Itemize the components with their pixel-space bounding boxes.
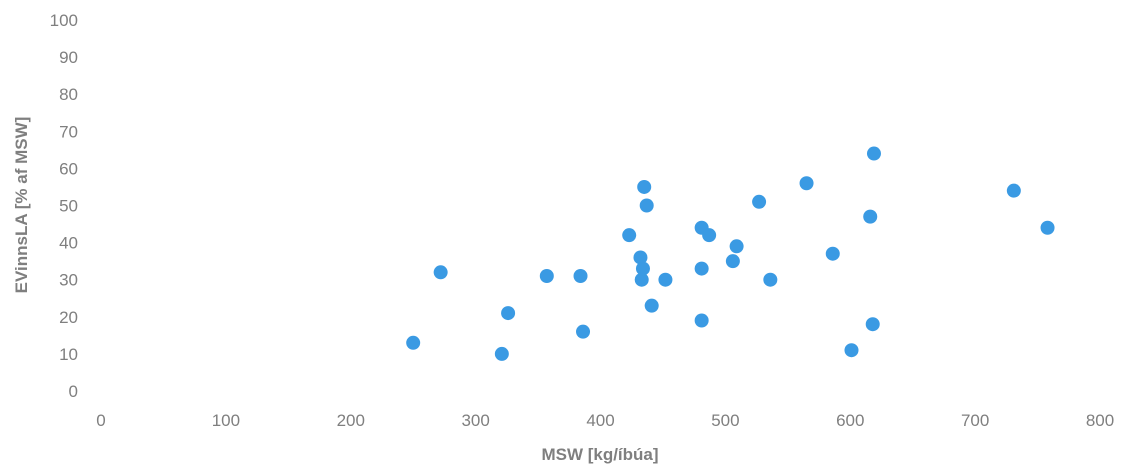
data-point xyxy=(865,317,880,332)
data-point xyxy=(406,335,421,350)
y-axis-title: EVinnsLA [% af MSW] xyxy=(12,117,31,294)
data-point xyxy=(702,228,717,243)
y-tick-label: 50 xyxy=(59,197,78,216)
x-tick-label: 400 xyxy=(586,411,614,430)
data-point xyxy=(1006,183,1021,198)
data-point xyxy=(752,194,767,209)
data-point xyxy=(633,250,648,265)
data-point xyxy=(433,265,448,280)
y-tick-label: 30 xyxy=(59,271,78,290)
y-tick-label: 70 xyxy=(59,122,78,141)
data-point xyxy=(637,179,652,194)
x-tick-label: 700 xyxy=(961,411,989,430)
y-tick-label: 90 xyxy=(59,48,78,67)
x-tick-label: 500 xyxy=(711,411,739,430)
data-point xyxy=(763,272,778,287)
x-tick-label: 100 xyxy=(212,411,240,430)
data-point xyxy=(639,198,654,213)
x-tick-label: 300 xyxy=(461,411,489,430)
data-point xyxy=(573,268,588,283)
data-point xyxy=(725,254,740,269)
data-point xyxy=(539,268,554,283)
data-point xyxy=(634,272,649,287)
data-point xyxy=(658,272,673,287)
data-point xyxy=(825,246,840,261)
data-point xyxy=(694,313,709,328)
y-tick-label: 80 xyxy=(59,85,78,104)
x-tick-label: 0 xyxy=(96,411,105,430)
data-point xyxy=(622,228,637,243)
data-point xyxy=(501,306,516,321)
data-point xyxy=(799,176,814,191)
data-point xyxy=(729,239,744,254)
x-tick-label: 200 xyxy=(337,411,365,430)
y-axis-ticks: 0 10 20 30 40 50 60 70 80 90 100 xyxy=(50,11,78,401)
data-point xyxy=(863,209,878,224)
data-point xyxy=(644,298,659,313)
data-point xyxy=(694,261,709,276)
y-tick-label: 0 xyxy=(69,382,78,401)
data-point xyxy=(1040,220,1055,235)
y-tick-label: 10 xyxy=(59,345,78,364)
data-point xyxy=(576,324,591,339)
y-tick-label: 100 xyxy=(50,11,78,30)
x-axis-title: MSW [kg/íbúa] xyxy=(541,445,658,464)
y-tick-label: 20 xyxy=(59,308,78,327)
x-tick-label: 800 xyxy=(1086,411,1114,430)
data-point xyxy=(635,261,650,276)
y-tick-label: 60 xyxy=(59,159,78,178)
data-point xyxy=(866,146,881,161)
data-point xyxy=(844,343,859,358)
x-axis-ticks: 0 100 200 300 400 500 600 700 800 xyxy=(96,411,1114,430)
data-point xyxy=(494,346,509,361)
x-tick-label: 600 xyxy=(836,411,864,430)
y-tick-label: 40 xyxy=(59,234,78,253)
data-points xyxy=(406,146,1055,361)
